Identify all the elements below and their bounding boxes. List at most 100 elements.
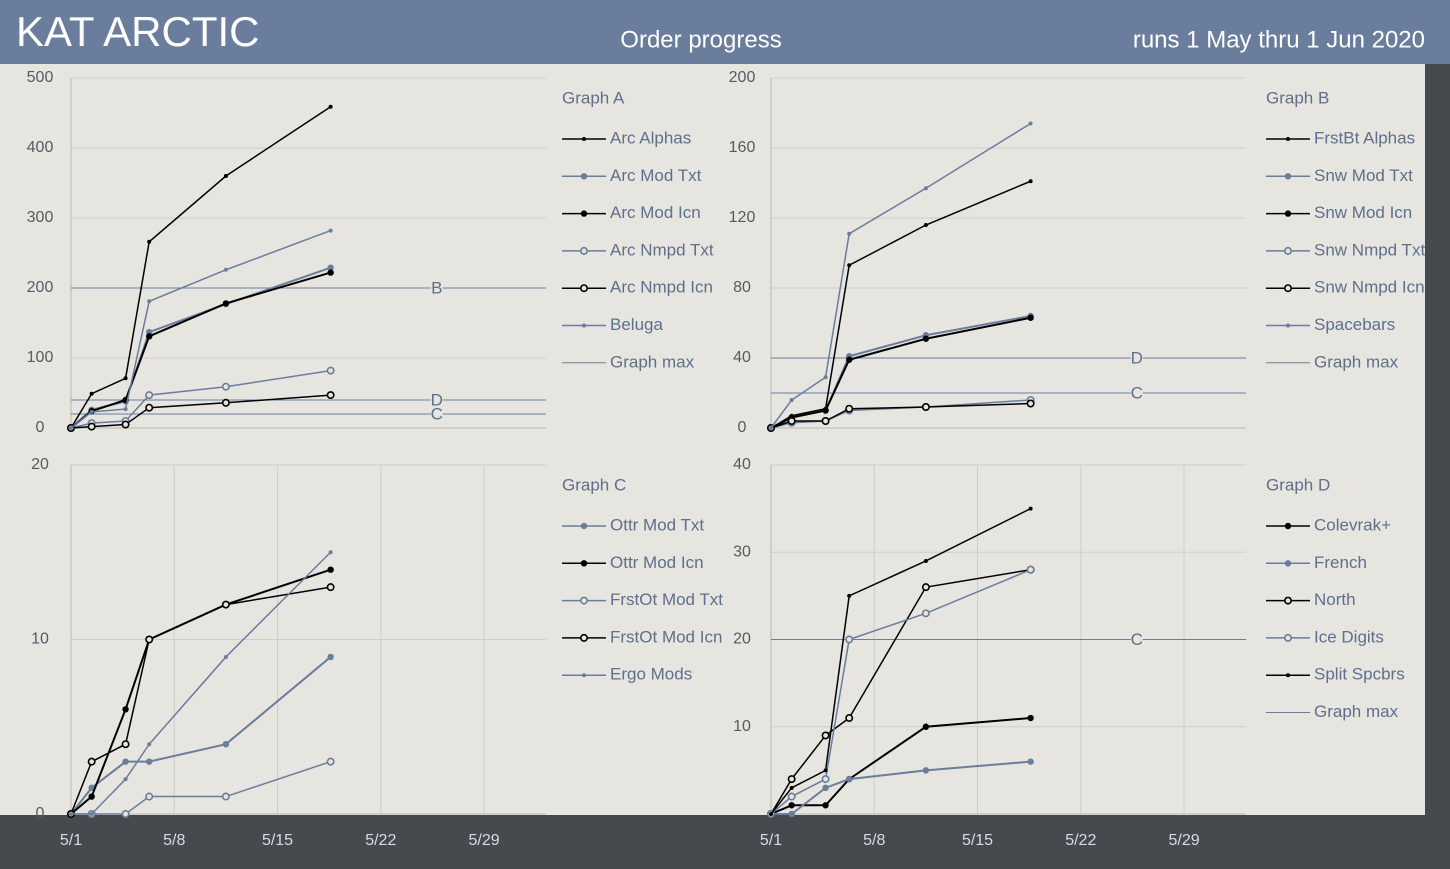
marker [582, 673, 586, 678]
y-tick-label: 80 [733, 279, 751, 296]
marker [326, 366, 335, 375]
y-tick-label: 20 [733, 631, 751, 648]
marker [326, 391, 335, 400]
x-tick-label: 5/1 [60, 832, 82, 849]
marker [326, 757, 335, 766]
legend-label: Split Spcbrs [1314, 665, 1405, 684]
marker [579, 596, 588, 605]
marker [121, 740, 130, 749]
panel [0, 64, 1425, 815]
legend-label: Ice Digits [1314, 627, 1384, 646]
marker [580, 560, 588, 567]
marker [1284, 210, 1292, 217]
marker [69, 426, 73, 430]
header-bar [0, 0, 1450, 64]
series-line [70, 229, 331, 429]
marker [221, 792, 230, 801]
marker [923, 223, 928, 227]
marker [1027, 714, 1034, 722]
marker [121, 809, 130, 818]
marker [1026, 399, 1035, 408]
legend-label: Spacebars [1314, 315, 1395, 334]
marker [921, 609, 930, 618]
legend-title: Graph A [562, 88, 625, 107]
marker [845, 714, 854, 723]
marker [579, 284, 588, 293]
reference-label: C [431, 404, 443, 423]
marker [788, 802, 795, 809]
y-tick-label: 0 [36, 419, 45, 436]
marker [1028, 179, 1033, 184]
marker [1028, 121, 1033, 126]
y-tick-label: 40 [733, 456, 751, 473]
marker [1286, 137, 1290, 141]
legend-label: Graph max [1314, 352, 1399, 371]
marker [223, 654, 228, 659]
marker [89, 409, 94, 414]
marker [922, 335, 930, 342]
y-tick-label: 160 [729, 139, 756, 156]
series-line [770, 717, 1031, 815]
marker [145, 403, 154, 412]
marker [122, 706, 129, 713]
legend-label: Ergo Mods [610, 665, 692, 684]
marker [923, 558, 928, 563]
y-tick-label: 40 [733, 349, 751, 366]
legend-label: Arc Nmpd Icn [610, 278, 713, 297]
marker [847, 263, 852, 268]
marker [923, 186, 928, 191]
marker [787, 416, 796, 425]
marker [822, 802, 829, 809]
x-tick-label: 5/22 [1065, 832, 1096, 849]
legend-label: Ottr Mod Txt [610, 515, 704, 534]
legend-label: Snw Mod Txt [1314, 166, 1413, 185]
marker [1284, 522, 1292, 530]
marker [1284, 633, 1293, 642]
legend-title: Graph B [1266, 88, 1329, 107]
reference-label: D [1131, 348, 1143, 367]
legend-title: Graph C [562, 475, 626, 494]
x-tick-label: 5/8 [163, 832, 185, 849]
x-tick-label: 5/15 [962, 832, 993, 849]
marker [88, 784, 95, 792]
marker [580, 522, 588, 530]
legend-label: Snw Nmpd Txt [1314, 240, 1425, 259]
series-line [770, 568, 1031, 815]
x-tick-label: 5/1 [760, 832, 782, 849]
marker [328, 104, 333, 109]
marker [221, 382, 230, 391]
legend-label: FrstBt Alphas [1314, 128, 1415, 147]
legend-label: Snw Nmpd Icn [1314, 278, 1425, 297]
y-tick-label: 0 [738, 419, 747, 436]
marker [122, 758, 129, 765]
series-line [770, 569, 1031, 815]
marker [822, 407, 829, 414]
marker [69, 812, 73, 816]
reference-label: B [431, 278, 442, 297]
x-tick-label: 5/29 [468, 832, 499, 849]
marker [123, 376, 128, 381]
marker [847, 593, 852, 598]
marker [89, 812, 94, 816]
marker [222, 300, 230, 307]
marker [921, 402, 930, 411]
series-line [770, 507, 1031, 815]
x-tick-label: 5/8 [863, 832, 885, 849]
marker [579, 633, 588, 642]
marker [822, 784, 829, 792]
legend-label: FrstOt Mod Txt [610, 590, 723, 609]
marker [327, 264, 334, 271]
marker [89, 391, 94, 396]
legend-label: Snw Mod Icn [1314, 203, 1412, 222]
marker [145, 758, 153, 765]
marker [921, 583, 930, 592]
marker [582, 323, 586, 328]
marker [145, 391, 154, 400]
legend-title: Graph D [1266, 475, 1330, 494]
reference-label: D [431, 390, 443, 409]
x-tick-label: 5/15 [262, 832, 293, 849]
reference-label-bg [430, 392, 443, 408]
legend-label: Arc Nmpd Txt [610, 240, 714, 259]
marker [1026, 565, 1035, 574]
